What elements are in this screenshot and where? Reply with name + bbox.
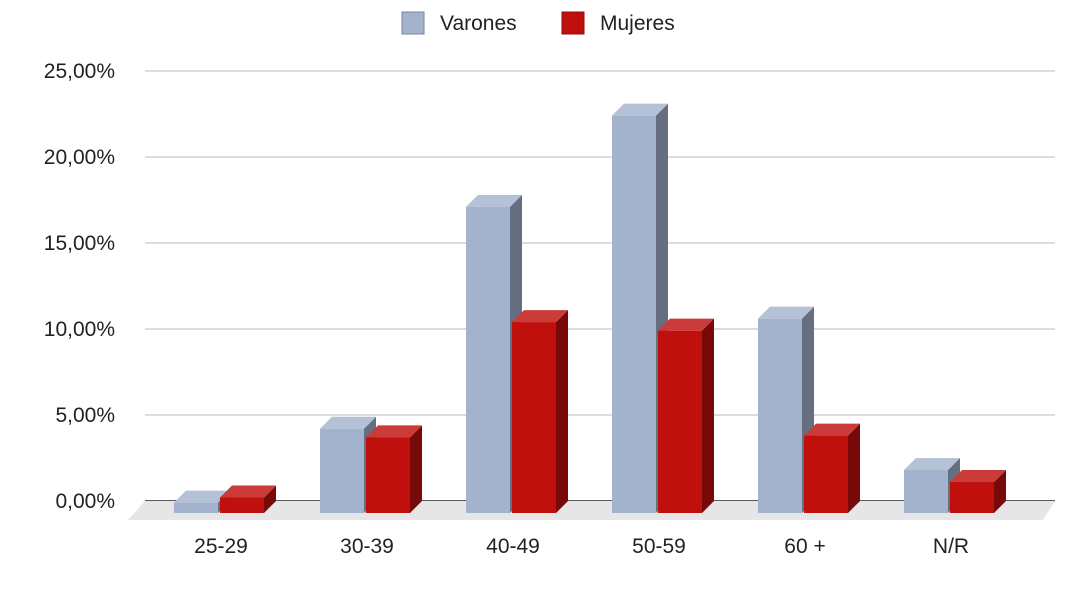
- bar-mujeres-0: [220, 485, 276, 513]
- bar-front: [366, 437, 410, 513]
- bar-side: [994, 470, 1006, 513]
- y-tick-label: 25,00%: [44, 60, 115, 83]
- bar-mujeres-1: [366, 425, 422, 513]
- bar-side: [848, 423, 860, 513]
- bars: [174, 103, 1006, 514]
- bar-front: [512, 322, 556, 513]
- y-tick-label: 10,00%: [44, 318, 115, 341]
- y-tick-label: 15,00%: [44, 232, 115, 255]
- bar-top: [174, 490, 230, 503]
- bar-top: [804, 423, 860, 436]
- legend-swatch-mujeres: [561, 11, 585, 35]
- x-tick-label: 25-29: [194, 535, 248, 558]
- bar-front: [466, 206, 510, 513]
- bar-front: [758, 318, 802, 513]
- bar-side: [410, 425, 422, 513]
- bar-mujeres-2: [512, 310, 568, 513]
- bar-side: [556, 310, 568, 513]
- bar-front: [658, 330, 702, 513]
- gridlines: [145, 70, 1055, 502]
- bar-top: [366, 425, 422, 438]
- legend-label-varones: Varones: [440, 12, 517, 35]
- bar-mujeres-5: [950, 470, 1006, 513]
- bar-front: [804, 435, 848, 513]
- bar-mujeres-3: [658, 318, 714, 513]
- bar-mujeres-4: [804, 423, 860, 513]
- x-tick-label: 60 +: [784, 535, 825, 558]
- bar-top: [658, 318, 714, 331]
- y-tick-label: 5,00%: [55, 404, 115, 427]
- y-axis-ticks: 0,00% 5,00% 10,00% 15,00% 20,00% 25,00%: [44, 60, 115, 513]
- bar-top: [512, 310, 568, 323]
- x-tick-label: N/R: [933, 535, 969, 558]
- y-tick-label: 20,00%: [44, 146, 115, 169]
- y-tick-label: 0,00%: [55, 490, 115, 513]
- bar-top: [320, 416, 376, 429]
- bar-front: [612, 115, 656, 514]
- bar-top: [904, 458, 960, 470]
- bar-top: [950, 470, 1006, 483]
- bar-top: [466, 194, 522, 207]
- bar-top: [612, 103, 668, 116]
- x-tick-label: 30-39: [340, 535, 394, 558]
- legend-label-mujeres: Mujeres: [600, 12, 675, 35]
- x-axis-ticks: 25-29 30-39 40-49 50-59 60 + N/R: [194, 535, 969, 558]
- x-tick-label: 40-49: [486, 535, 540, 558]
- bar-side: [264, 485, 276, 513]
- bar-front: [220, 497, 264, 513]
- bar-top: [220, 485, 276, 498]
- bar-side: [702, 318, 714, 513]
- bar-front: [904, 470, 948, 513]
- legend-swatch-varones: [401, 11, 425, 35]
- bar-top: [758, 306, 814, 319]
- bar-front: [174, 502, 218, 513]
- bar-front: [950, 482, 994, 513]
- x-tick-label: 50-59: [632, 535, 686, 558]
- bar-front: [320, 428, 364, 513]
- legend: Varones Mujeres: [401, 11, 675, 35]
